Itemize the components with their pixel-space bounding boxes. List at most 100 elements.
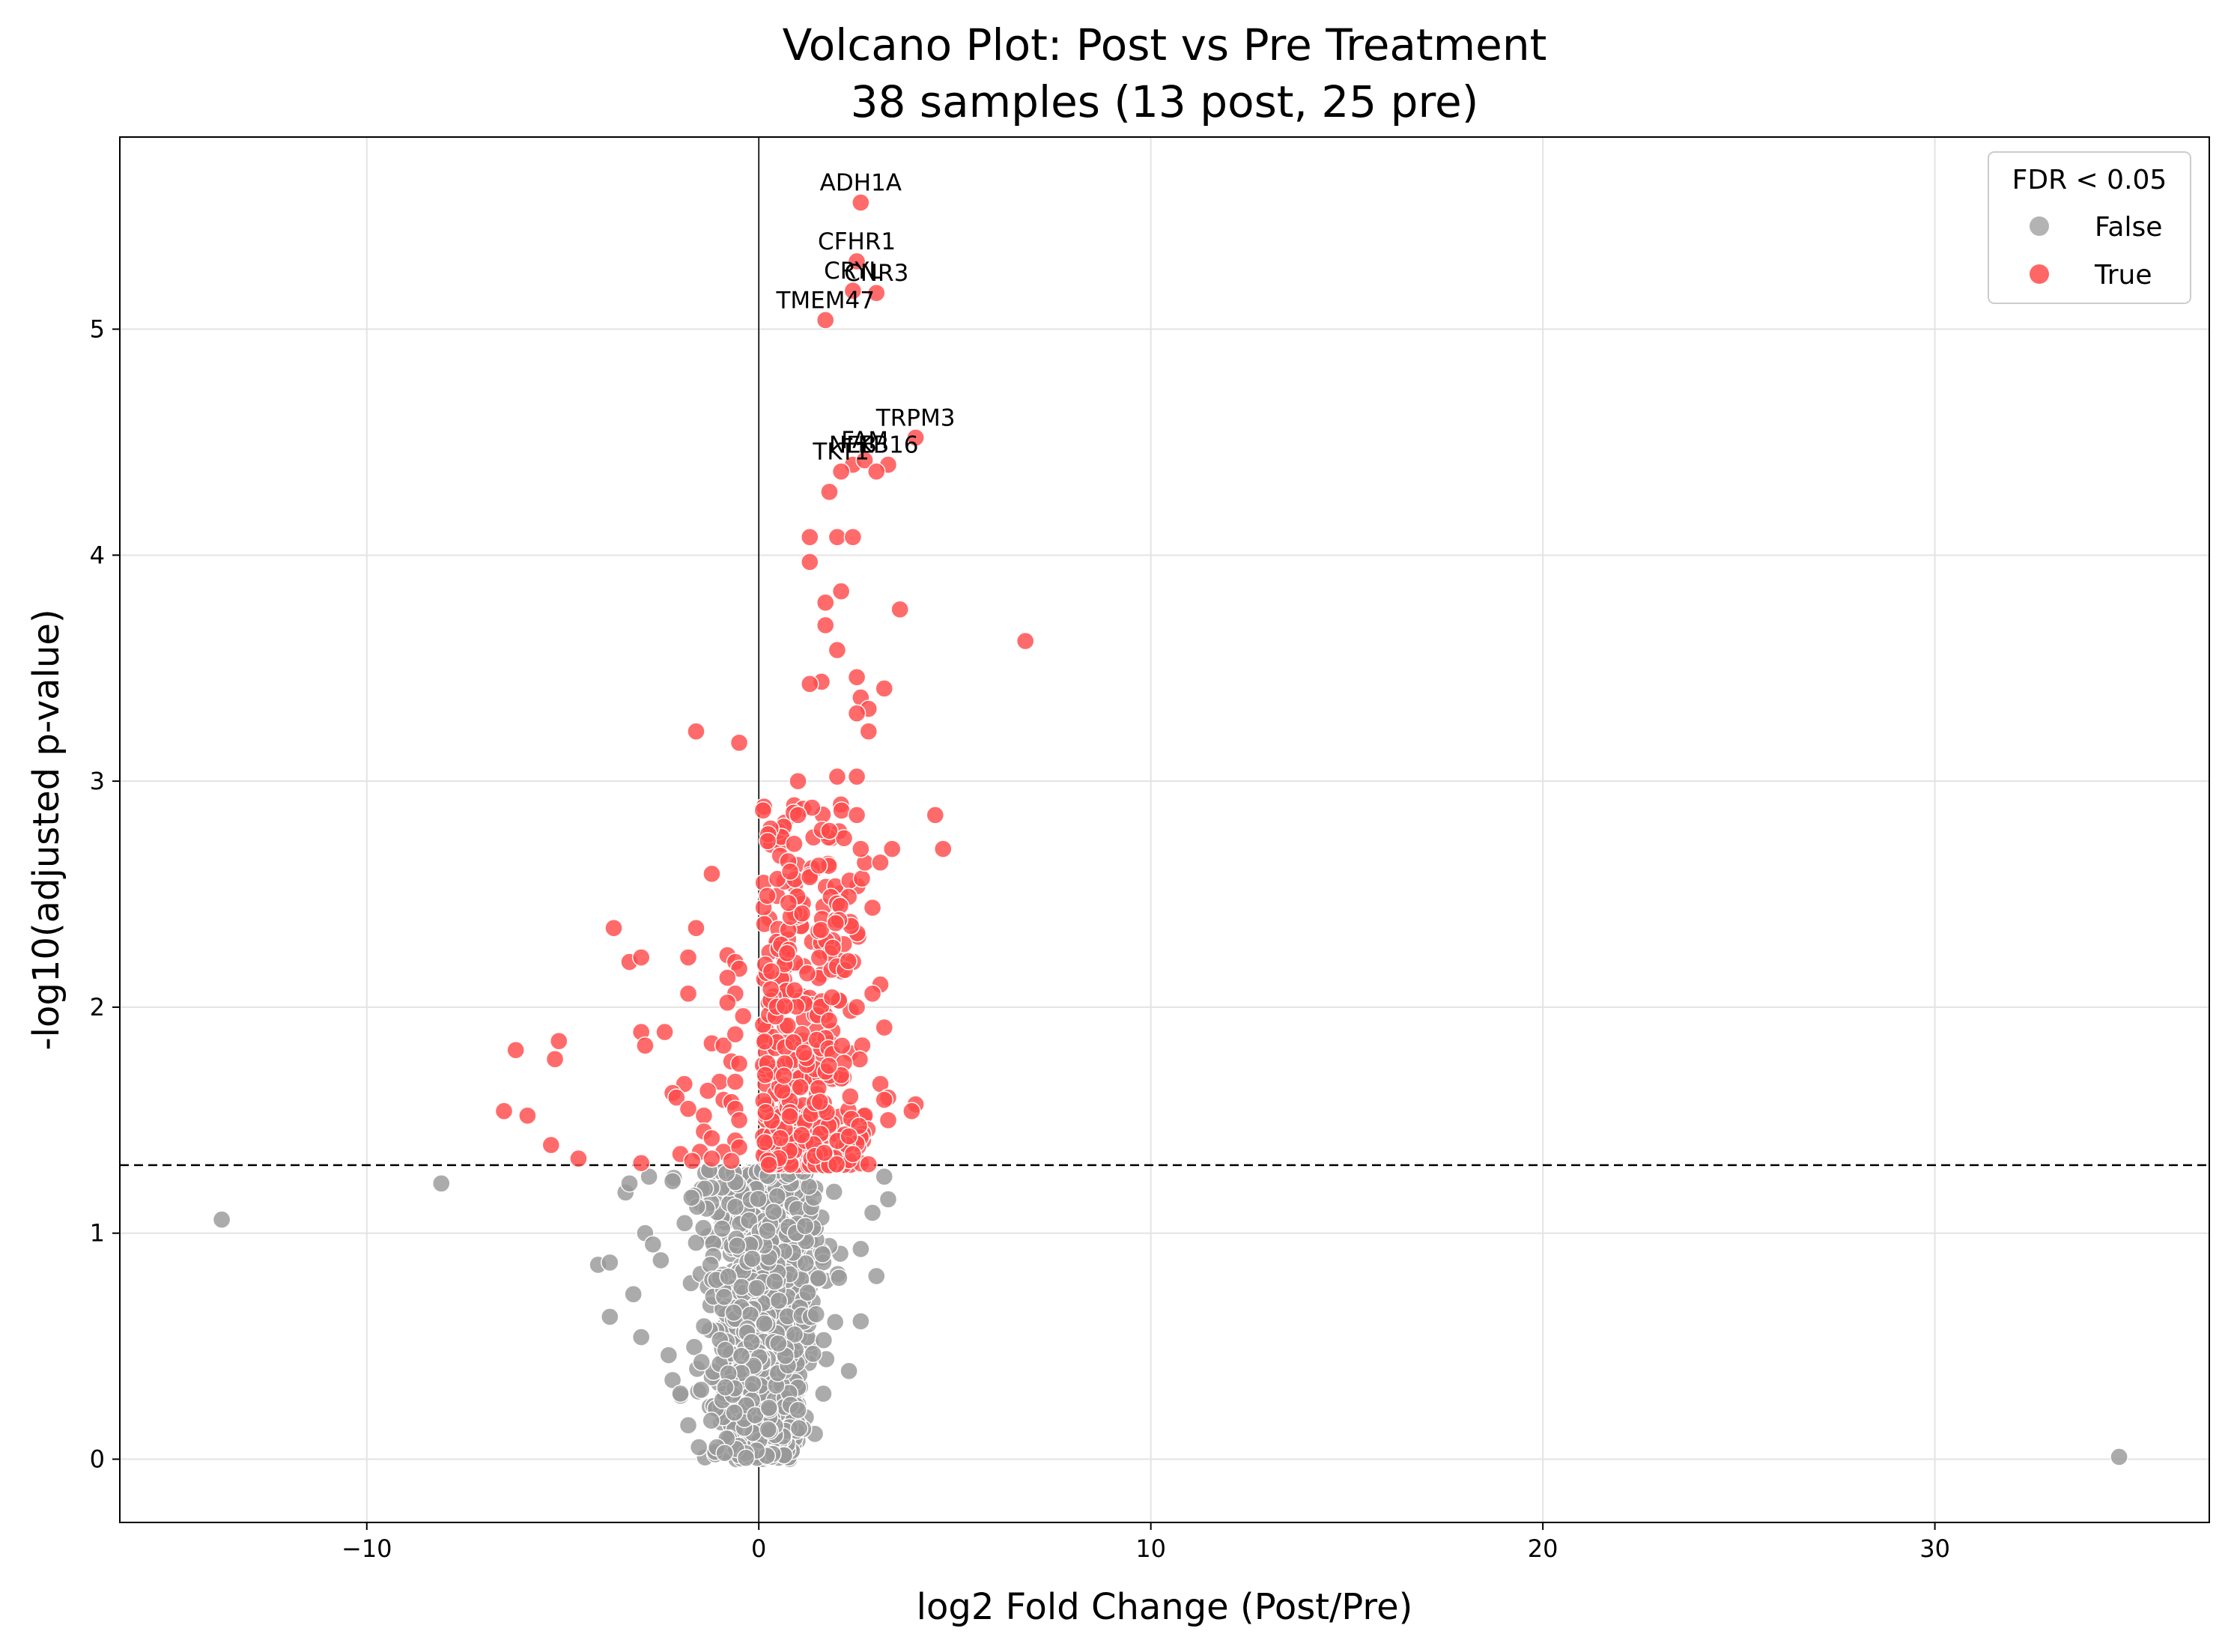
gene-label-cfhr1: CFHR1 — [818, 228, 896, 255]
point-significant — [847, 668, 866, 687]
point-not-significant — [798, 1283, 817, 1302]
point-significant — [687, 722, 705, 741]
point-significant — [820, 822, 839, 840]
point-not-significant — [744, 1374, 762, 1394]
point-significant — [779, 893, 798, 912]
point-not-significant — [742, 1332, 761, 1352]
point-significant — [777, 944, 797, 963]
point-not-significant — [755, 1314, 774, 1333]
y-tick-label: 0 — [90, 1445, 105, 1473]
point-not-significant — [765, 1272, 784, 1291]
point-significant — [798, 964, 817, 983]
gene-label-neb: NEB — [829, 432, 877, 459]
x-tick-label: 30 — [1919, 1534, 1950, 1563]
x-tick-label: 10 — [1135, 1534, 1166, 1563]
point-significant — [792, 1126, 811, 1144]
point-not-significant — [687, 1233, 705, 1252]
point-significant — [541, 1135, 560, 1155]
point-not-significant — [719, 1267, 738, 1286]
point-significant — [878, 1111, 898, 1130]
point-significant — [1016, 631, 1035, 651]
point-significant — [679, 948, 698, 967]
point-significant — [831, 462, 851, 481]
point-not-significant — [432, 1174, 451, 1193]
point-significant — [718, 993, 737, 1012]
point-significant — [820, 482, 839, 502]
point-significant — [801, 553, 819, 571]
point-significant — [810, 948, 829, 968]
point-not-significant — [804, 1344, 822, 1364]
chart-subtitle: 38 samples (13 post, 25 pre) — [851, 76, 1479, 127]
point-not-significant — [814, 1384, 833, 1403]
point-significant — [726, 1024, 745, 1044]
point-significant — [702, 864, 721, 884]
point-significant — [758, 887, 777, 905]
y-tick-label: 4 — [90, 541, 105, 569]
point-not-significant — [694, 1317, 714, 1336]
point-significant — [843, 282, 863, 300]
point-not-significant — [809, 1269, 828, 1288]
gene-label-adh1a: ADH1A — [820, 170, 902, 197]
point-significant — [785, 981, 804, 1000]
point-significant — [789, 806, 807, 825]
point-not-significant — [692, 1352, 711, 1372]
point-not-significant — [747, 1278, 766, 1298]
point-significant — [841, 1087, 860, 1106]
point-not-significant — [807, 1305, 825, 1324]
point-significant — [819, 1011, 839, 1030]
point-not-significant — [749, 1189, 768, 1209]
point-significant — [863, 984, 882, 1003]
x-axis-label: log2 Fold Change (Post/Pre) — [917, 1586, 1413, 1628]
point-significant — [778, 1016, 798, 1035]
point-not-significant — [2110, 1448, 2128, 1466]
point-not-significant — [825, 1313, 845, 1331]
point-not-significant — [601, 1253, 619, 1272]
point-significant — [755, 1133, 774, 1152]
point-significant — [847, 767, 866, 786]
x-tick-label: −10 — [342, 1534, 392, 1563]
point-not-significant — [769, 1334, 788, 1353]
point-significant — [506, 1041, 525, 1060]
point-significant — [828, 767, 847, 786]
data-points — [212, 193, 2128, 1469]
point-not-significant — [685, 1337, 704, 1356]
point-significant — [636, 1036, 655, 1055]
point-significant — [780, 1107, 799, 1126]
point-significant — [810, 856, 828, 875]
point-significant — [518, 1106, 537, 1125]
gene-label-cnr3: CNR3 — [844, 260, 908, 287]
x-axis-ticks: −10 0 10 20 30 — [342, 1522, 1950, 1563]
point-not-significant — [789, 1419, 809, 1438]
point-significant — [791, 1078, 810, 1096]
point-not-significant — [663, 1172, 682, 1191]
point-not-significant — [601, 1308, 619, 1326]
point-significant — [494, 1102, 514, 1120]
point-not-significant — [732, 1346, 751, 1365]
point-not-significant — [620, 1174, 639, 1193]
point-significant — [550, 1031, 568, 1051]
point-not-significant — [715, 1444, 734, 1463]
point-not-significant — [643, 1235, 663, 1254]
point-significant — [843, 1144, 863, 1164]
point-significant — [855, 451, 874, 470]
point-significant — [852, 193, 870, 212]
point-significant — [832, 801, 851, 820]
legend-marker-true — [2030, 264, 2049, 284]
point-significant — [785, 834, 804, 854]
point-not-significant — [759, 1420, 777, 1439]
point-not-significant — [768, 1187, 787, 1206]
point-significant — [812, 920, 831, 940]
point-significant — [840, 1127, 858, 1146]
point-not-significant — [743, 1249, 762, 1269]
point-not-significant — [758, 1221, 777, 1240]
point-not-significant — [692, 1380, 711, 1400]
point-significant — [795, 1043, 813, 1062]
point-significant — [852, 839, 870, 858]
point-significant — [834, 829, 854, 848]
point-significant — [729, 1111, 749, 1130]
point-significant — [816, 311, 835, 330]
point-significant — [683, 1151, 702, 1170]
point-not-significant — [682, 1188, 701, 1207]
point-significant — [687, 919, 705, 938]
point-not-significant — [795, 1216, 815, 1236]
